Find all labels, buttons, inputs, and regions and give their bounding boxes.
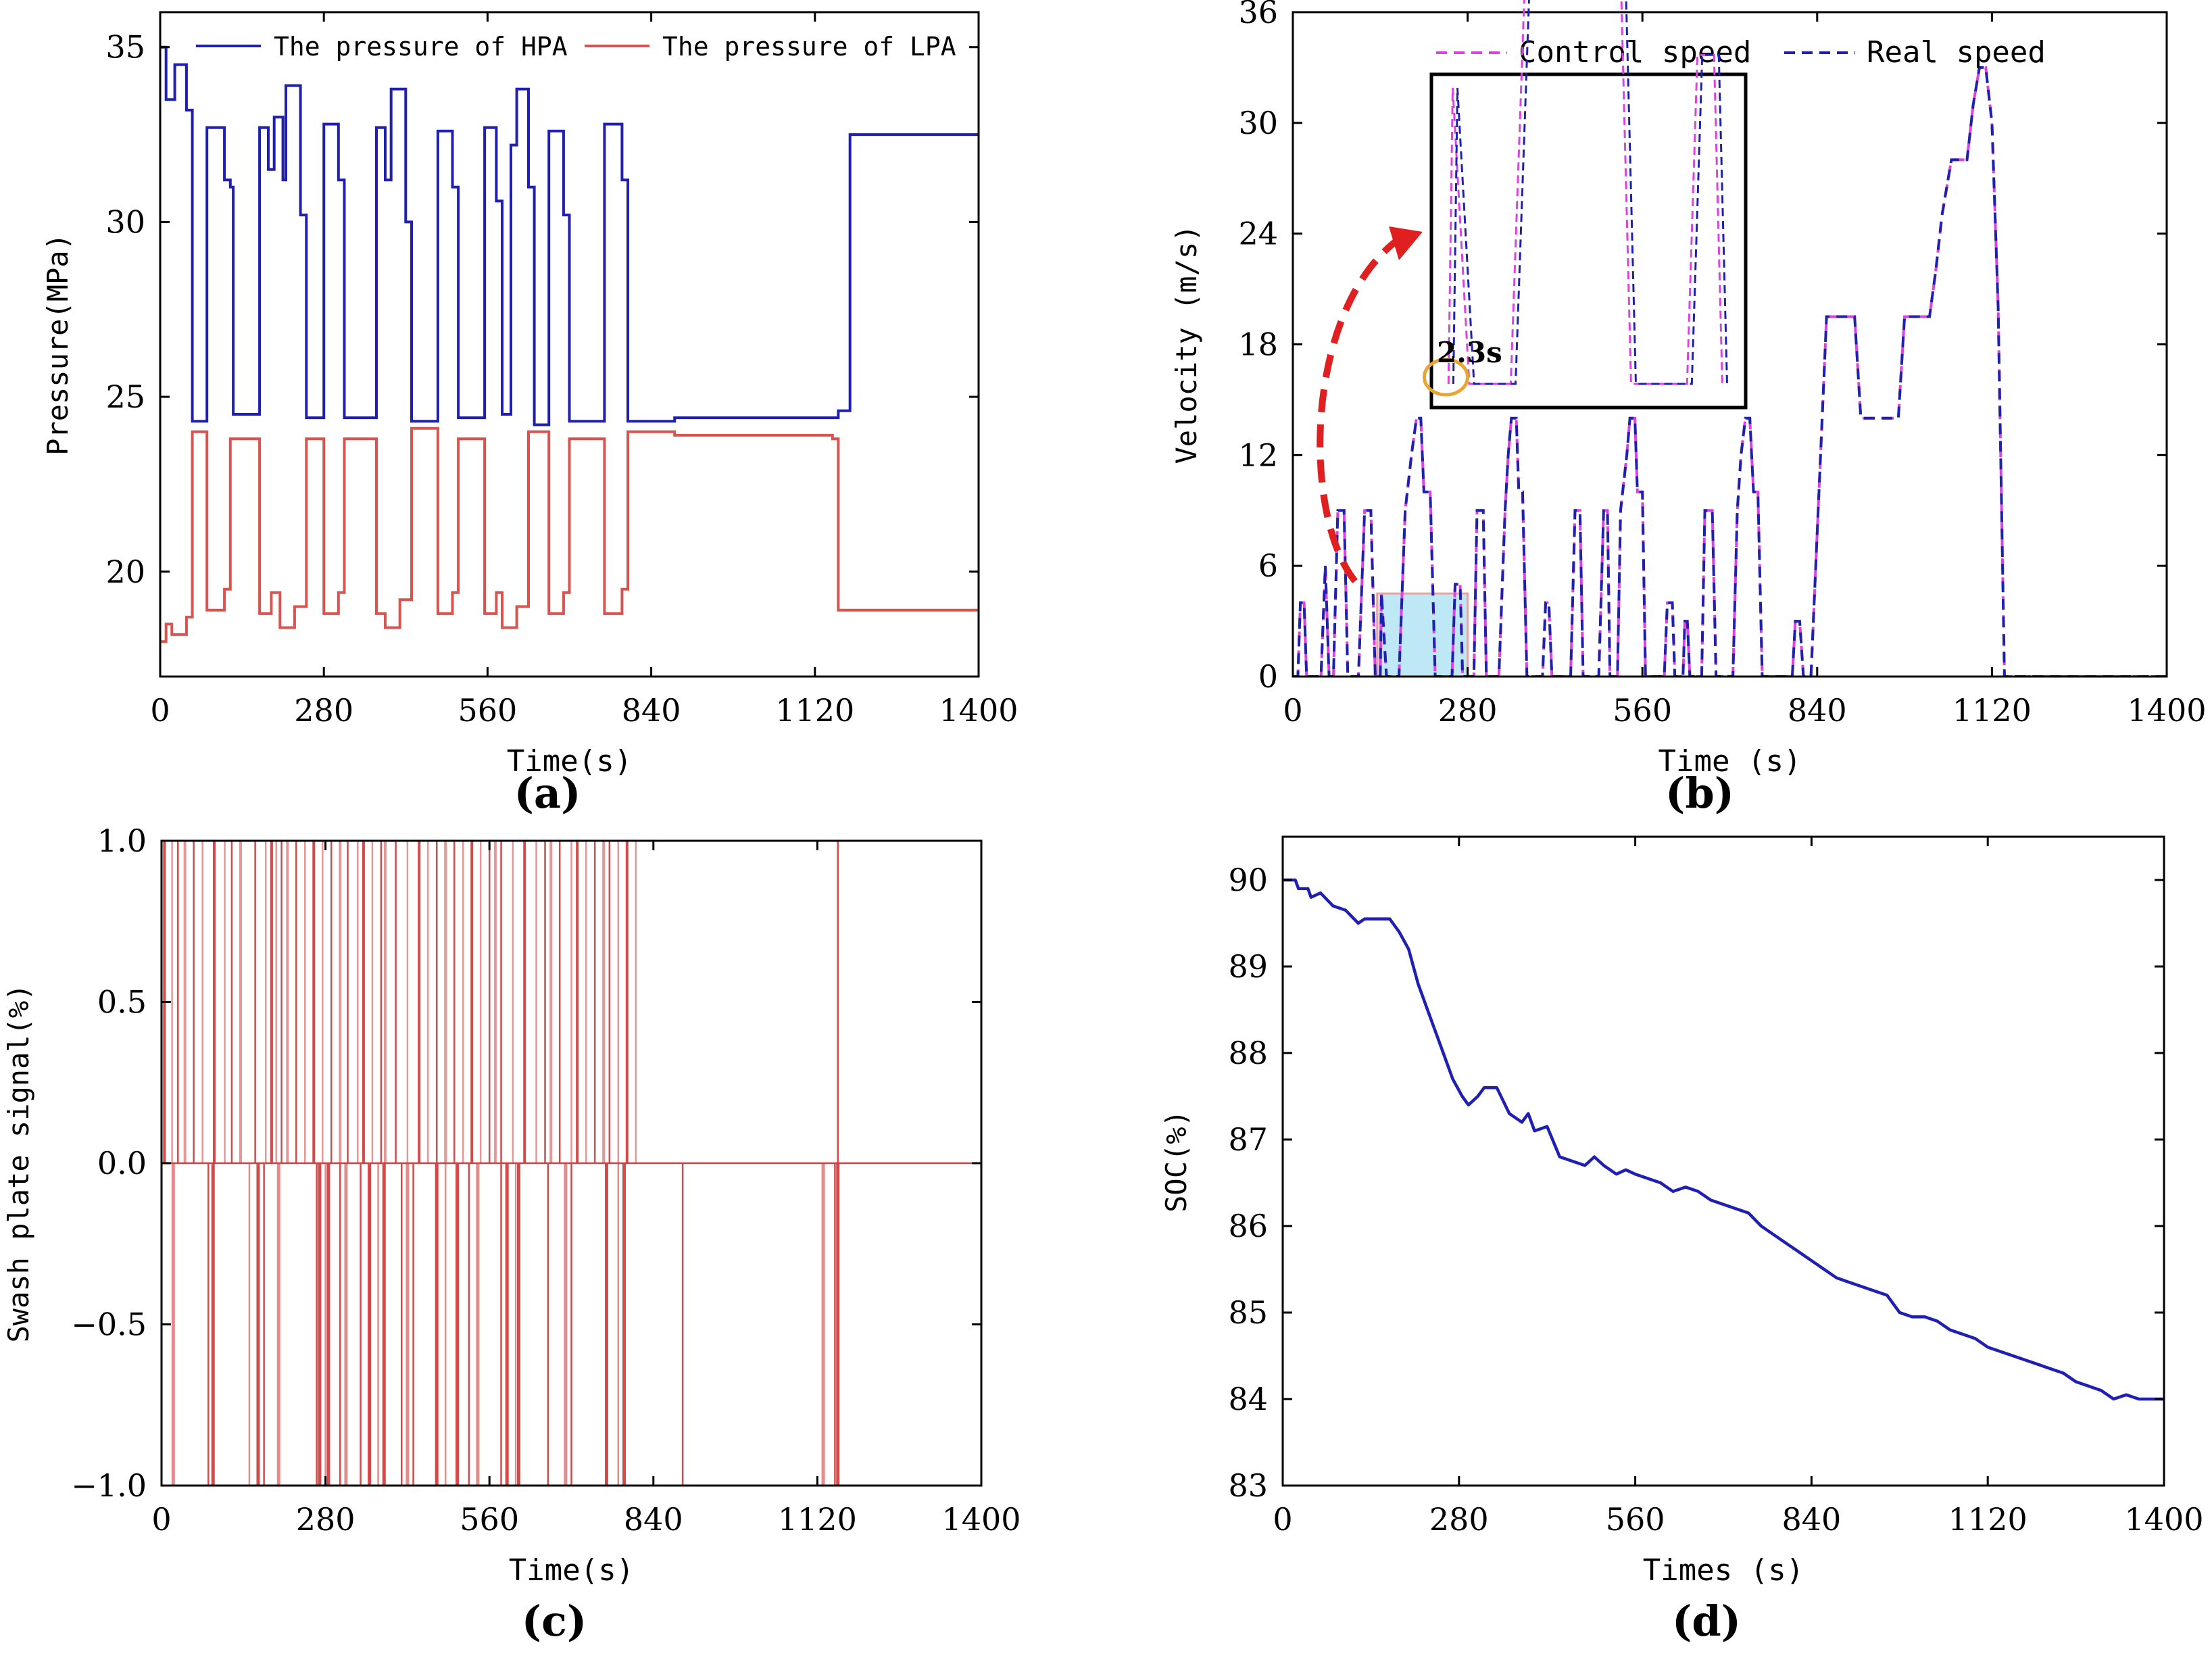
legend-label: Real speed (1867, 35, 2046, 70)
x-axis-label: Time(s) (509, 1553, 634, 1588)
plot-frame (1281, 835, 2165, 1487)
y-tick-label: 89 (1228, 948, 1268, 985)
y-tick-label: 1.0 (97, 823, 147, 859)
x-tick-label: 1400 (2124, 1501, 2203, 1538)
x-tick-label: 1400 (941, 1501, 1021, 1538)
y-tick-label: 85 (1228, 1294, 1268, 1331)
y-tick-label: 35 (105, 29, 145, 66)
legend: Control speed Real speed (1436, 35, 2046, 70)
annotation-label: 2.3s (1437, 336, 1502, 369)
y-tick-label: 36 (1238, 0, 1278, 30)
soc-line (1283, 878, 2164, 1401)
y-tick-label: 88 (1228, 1035, 1268, 1071)
y-tick-label: 84 (1228, 1381, 1268, 1417)
x-tick-label: 840 (624, 1501, 683, 1538)
legend-label: Control speed (1519, 35, 1751, 70)
y-tick-label: 24 (1238, 216, 1278, 252)
x-tick-label: 280 (1438, 692, 1498, 729)
inset: 2.3s (1422, 0, 1748, 410)
panel-label: (c) (522, 1596, 587, 1646)
series-line (1293, 66, 2167, 677)
x-tick-label: 840 (1781, 1501, 1841, 1538)
x-tick-label: 560 (1606, 1501, 1665, 1538)
annotation-circle (1422, 358, 1469, 397)
y-tick-label: 90 (1228, 862, 1268, 898)
y-tick-label: 0.0 (97, 1145, 147, 1181)
x-tick-label: 560 (1613, 692, 1672, 729)
x-tick-label: 280 (296, 1501, 355, 1538)
x-tick-label: 1120 (1948, 1501, 2027, 1538)
legend: The pressure of HPA The pressure of LPA (196, 32, 956, 62)
x-axis-label: Time (s) (1658, 744, 1802, 779)
y-tick-label: 86 (1228, 1208, 1268, 1244)
y-axis-label: Swash plate signal(%) (2, 983, 35, 1342)
series-line (160, 426, 979, 643)
panel-b: 0 280 560 840 1120 1400 0 6 12 18 24 30 36 Time (s) Ve… (1170, 0, 2207, 818)
x-tick-label: 0 (150, 692, 170, 729)
panel-label: (d) (1672, 1596, 1741, 1646)
x-tick-label: 0 (151, 1501, 171, 1538)
x-tick-label: 0 (1273, 1501, 1292, 1538)
x-tick-label: 840 (622, 692, 681, 729)
y-tick-label: 30 (105, 203, 145, 240)
x-tick-label: 280 (294, 692, 353, 729)
legend-label: The pressure of LPA (662, 32, 956, 62)
x-tick-label: 1120 (1952, 692, 2032, 729)
panel-label: (a) (514, 768, 581, 818)
x-axis-label: Time(s) (507, 744, 632, 779)
y-tick-label: −0.5 (71, 1306, 147, 1343)
series-line (160, 45, 979, 426)
panel-d: 0 280 560 840 1120 1400 83 84 85 86 87 88 89 90 Times … (1160, 835, 2204, 1646)
inset-frame (1429, 72, 1748, 410)
x-tick-label: 0 (1283, 692, 1302, 729)
panel-a: 0 280 560 840 1120 1400 20 25 30 35 Time(s) Pressur… (41, 11, 1018, 818)
x-axis-label: Times (s) (1643, 1553, 1804, 1588)
y-tick-label: 20 (105, 554, 145, 590)
plot-frame (159, 11, 980, 678)
y-tick-label: 30 (1238, 105, 1278, 141)
x-tick-label: 560 (458, 692, 517, 729)
x-tick-label: 280 (1429, 1501, 1489, 1538)
y-tick-label: 6 (1258, 547, 1278, 584)
y-tick-label: 18 (1238, 326, 1278, 363)
x-tick-label: 560 (460, 1501, 519, 1538)
panel-c: 0 280 560 840 1120 1400 −1.0 −0.5 0.0 0.5 1.0 Time(… (2, 823, 1021, 1646)
y-tick-label: 0 (1258, 658, 1278, 695)
x-tick-label: 1400 (2127, 692, 2206, 729)
x-tick-label: 840 (1788, 692, 1847, 729)
y-tick-label: 25 (105, 378, 145, 415)
zoom-arrow (1317, 233, 1404, 584)
y-axis-label: SOC(%) (1160, 1110, 1193, 1213)
y-tick-label: 0.5 (97, 984, 147, 1021)
y-tick-label: 87 (1228, 1121, 1268, 1158)
y-axis-label: Pressure(MPa) (41, 233, 74, 456)
y-tick-label: 83 (1228, 1467, 1268, 1504)
y-tick-label: −1.0 (71, 1467, 147, 1504)
x-tick-label: 1120 (775, 692, 854, 729)
y-axis-label: Velocity (m/s) (1170, 224, 1203, 464)
panel-label: (b) (1665, 768, 1734, 818)
legend-label: The pressure of HPA (274, 32, 568, 62)
y-tick-label: 12 (1238, 437, 1278, 473)
x-tick-label: 1120 (778, 1501, 857, 1538)
arrow-head-icon (1389, 226, 1423, 260)
x-tick-label: 1400 (939, 692, 1018, 729)
